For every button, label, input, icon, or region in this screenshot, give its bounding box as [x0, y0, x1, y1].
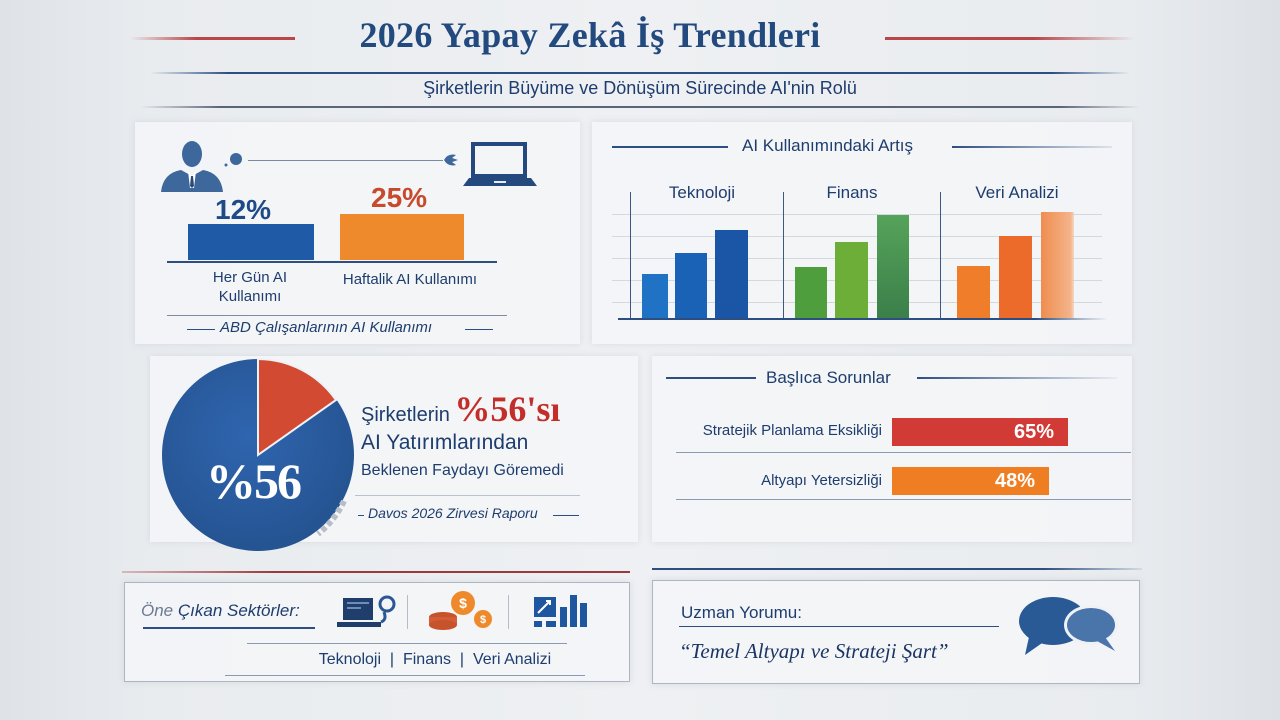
axis-finans [783, 192, 784, 318]
person-icon [161, 141, 223, 192]
sectors-divider-bottom [225, 675, 585, 676]
sectors-heading: Öne Çıkan Sektörler: [141, 601, 300, 621]
gridline [612, 236, 1102, 237]
finans-bar-1 [795, 267, 827, 318]
header-divider-top [150, 72, 1130, 74]
page-title: 2026 Yapay Zekâ İş Trendleri [359, 15, 821, 55]
sectors-divider-top [247, 643, 567, 644]
analytics-chart-icon [534, 595, 587, 627]
finans-bar-3 [877, 215, 909, 318]
usage-baseline [167, 261, 497, 263]
group-title-veri-analizi: Veri Analizi [975, 183, 1059, 202]
coins-icon: $ $ [429, 591, 492, 630]
signal-icon [444, 154, 458, 166]
source-dash-right [553, 515, 579, 516]
axis-veri-analizi [940, 192, 941, 318]
problem-bar-strategy: 65% [892, 418, 1068, 446]
pie-headline-line2: AI Yatırımlarından [361, 431, 529, 454]
expert-heading-underline [679, 626, 999, 627]
axis-teknoloji [630, 192, 631, 318]
pie-headline-highlight: %56'sı [454, 389, 561, 429]
growth-panel: AI Kullanımındaki Artış Teknoloji Finans… [592, 122, 1132, 344]
sectors-heading-underline [143, 627, 315, 629]
weekly-usage-value: 25% [371, 182, 428, 213]
weekly-usage-bar [340, 214, 464, 260]
problem-label-infrastructure: Altyapı Yetersizliği [761, 472, 882, 489]
problems-rule-left [666, 377, 756, 379]
growth-title: AI Kullanımındaki Artış [742, 136, 914, 155]
gridline [612, 214, 1102, 215]
weekly-usage-label: Haftalik AI Kullanımı [342, 271, 478, 288]
pie-headline-prefix: Şirketlerin [361, 404, 450, 426]
daily-usage-bar [188, 224, 314, 260]
daily-usage-value: 12% [215, 194, 272, 225]
pie-headline-line3: Beklenen Faydayı Göremedi [361, 462, 564, 479]
connector-line [248, 160, 443, 161]
problems-title: Başlıca Sorunlar [766, 368, 891, 387]
sectors-heading-rest: Çıkan Sektörler: [177, 601, 300, 620]
sectors-heading-prefix: Öne [141, 601, 174, 620]
caption-dash-left [187, 329, 215, 330]
icon-separator [508, 595, 509, 629]
problems-rule-right [917, 377, 1117, 379]
group-title-finans: Finans [826, 183, 878, 202]
growth-baseline [618, 318, 1108, 320]
caption-divider [167, 315, 507, 316]
teknoloji-bar-3 [715, 230, 748, 318]
speech-bubbles-icon [1019, 597, 1118, 655]
problem-divider-2 [676, 499, 1131, 500]
problem-bar-infrastructure: 48% [892, 467, 1049, 495]
problem-label-strategy: Stratejik Planlama Eksikliği [702, 422, 882, 439]
veri-bar-1 [957, 266, 990, 318]
pie-headline-line1: Şirketlerin %56'sı [361, 388, 560, 430]
laptop-icon [463, 142, 537, 186]
finans-bar-2 [835, 242, 868, 318]
pie-chart [162, 357, 354, 551]
pie-divider [355, 495, 580, 496]
expert-top-rule [652, 568, 1142, 570]
sectors-top-rule [122, 571, 630, 573]
veri-bar-2 [999, 236, 1032, 318]
svg-text:$: $ [459, 595, 467, 611]
growth-title-rule-left [612, 146, 728, 148]
usage-panel: 12% 25% Her Gün AI Kullanımı Haftalik AI… [135, 122, 580, 344]
title-rule-left [130, 37, 295, 40]
title-rule-right [885, 37, 1135, 40]
thought-bubble-icon [224, 153, 242, 167]
expert-quote: “Temel Altyapı ve Strateji Şart” [679, 639, 949, 663]
usage-caption: ABD Çalışanlarının AI Kullanımı [220, 319, 433, 336]
growth-title-rule-right [952, 146, 1112, 148]
source-dash-left [358, 515, 364, 516]
problem-divider-1 [676, 452, 1131, 453]
veri-bar-3 [1041, 212, 1074, 318]
teknoloji-bar-2 [675, 253, 707, 318]
sectors-panel: Öne Çıkan Sektörler: $ $ Teknoloji | Fin… [124, 582, 630, 682]
header-divider-bottom [140, 106, 1140, 108]
daily-usage-label: Her Gün AI Kullanımı [212, 269, 288, 305]
page-subtitle: Şirketlerin Büyüme ve Dönüşüm Sürecinde … [423, 78, 857, 98]
svg-text:$: $ [480, 614, 486, 626]
pie-center-label: %56 [206, 453, 302, 509]
computer-gear-icon [337, 595, 396, 627]
sectors-list: Teknoloji | Finans | Veri Analizi [318, 651, 552, 668]
problems-panel: Başlıca Sorunlar Stratejik Planlama Eksi… [652, 356, 1132, 542]
icon-separator [407, 595, 408, 629]
caption-dash-right [465, 329, 493, 330]
group-title-teknoloji: Teknoloji [668, 183, 736, 202]
expert-heading: Uzman Yorumu: [681, 603, 802, 622]
pie-source: Davos 2026 Zirvesi Raporu [368, 505, 538, 521]
teknoloji-bar-1 [642, 274, 668, 318]
expert-panel: Uzman Yorumu: “Temel Altyapı ve Strateji… [652, 580, 1140, 684]
